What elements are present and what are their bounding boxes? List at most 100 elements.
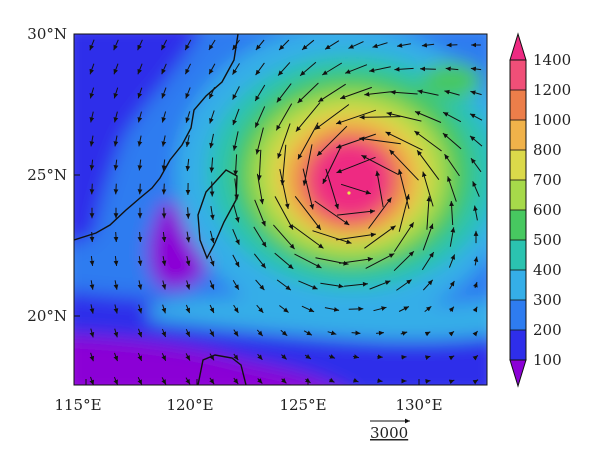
wind-vector-arrow (470, 157, 482, 173)
lat-tick-label: 25°N (27, 166, 67, 184)
wind-vector-arrow (137, 63, 143, 75)
wind-vector-arrow (294, 195, 322, 231)
wind-vector-arrow (359, 136, 401, 145)
wind-vector-arrow (233, 304, 239, 314)
wind-vector-arrow (426, 196, 432, 230)
wind-vector-arrow (255, 279, 265, 291)
wind-vector-arrow (298, 280, 318, 290)
wind-vector-arrow (448, 331, 455, 337)
colorbar-swatch (510, 150, 526, 181)
wind-vector-arrow (209, 255, 215, 267)
wind-vector-arrow (448, 355, 455, 361)
coastline-taiwan (197, 169, 238, 260)
wind-vector-arrow (161, 377, 167, 385)
wind-vector-arrow (447, 176, 457, 202)
wind-vector-arrow (348, 41, 364, 49)
wind-vector-arrow (161, 111, 167, 123)
wind-vector-arrow (472, 181, 480, 197)
wind-vector-arrow (442, 132, 462, 150)
wind-vector-arrow (324, 307, 340, 312)
wind-vector-arrow (316, 125, 348, 157)
colorbar-swatch (510, 270, 526, 301)
wind-vector-arrow (137, 135, 143, 147)
wind-vector-arrow (469, 113, 483, 121)
wind-vector-arrow (448, 254, 456, 268)
wind-vector-arrow (256, 304, 264, 314)
wind-vector-arrow (421, 251, 435, 271)
wind-vector-arrow (89, 39, 95, 51)
wind-vector-arrow (280, 144, 287, 186)
wind-vector-arrow (336, 232, 376, 241)
colorbar-tick-label: 500 (533, 231, 562, 249)
wind-vector-arrow (276, 83, 292, 103)
wind-vector-arrow (208, 86, 216, 100)
wind-vector-arrow (297, 122, 319, 160)
wind-vector-arrow (344, 64, 368, 74)
wind-vector-arrow (292, 225, 324, 249)
wind-vector-arrow (449, 280, 455, 290)
plot-frame (73, 33, 488, 386)
colorbar-tick-label: 1200 (533, 81, 571, 99)
wind-vector-arrow (417, 89, 439, 96)
wind-vector-arrow (369, 280, 391, 290)
wind-vector-arrow (209, 304, 215, 314)
wind-vector-arrow (325, 168, 339, 210)
wind-vector-arrow (277, 62, 291, 76)
colorbar-extend-bottom (509, 359, 527, 388)
colorbar-tick-label: 700 (533, 171, 562, 189)
wind-vector-arrow (161, 304, 167, 314)
wind-vector-arrow (209, 157, 215, 173)
colorbar-tick-label: 100 (533, 351, 562, 369)
wind-vector-arrow (377, 378, 383, 383)
colorbar-tick-label: 200 (533, 321, 562, 339)
wind-vector-arrow (361, 154, 399, 176)
wind-vector-arrow (137, 159, 143, 171)
wind-vector-arrow (254, 84, 266, 102)
wind-vector-arrow (185, 207, 191, 219)
wind-vector-arrow (446, 42, 458, 48)
coastline-mainland (74, 34, 239, 241)
colorbar-swatch (510, 180, 526, 211)
wind-vector-arrow (233, 154, 239, 176)
wind-vector-arrow (304, 354, 312, 360)
wind-vector-arrow (185, 280, 191, 290)
wind-vector-arrow (394, 66, 414, 72)
field-low-inner (95, 34, 170, 120)
wind-vector-arrow (113, 352, 119, 362)
wind-vector-arrow (185, 377, 191, 385)
wind-vector-arrow (185, 304, 191, 314)
wind-vector-arrow (89, 63, 95, 75)
wind-vector-arrow (161, 183, 167, 195)
wind-vector-arrow (89, 376, 95, 385)
wind-vector-arrow (137, 352, 143, 362)
wind-vector-arrow (161, 135, 167, 147)
wind-vector-arrow (232, 203, 240, 223)
wind-vector-arrow (161, 63, 167, 75)
wind-vector-arrow (414, 111, 442, 123)
wind-vector-arrow (89, 183, 95, 195)
colorbar-swatch (510, 330, 526, 361)
field-ne-band (422, 62, 482, 98)
wind-vector-arrow (422, 223, 434, 251)
wind-vector-arrow (232, 229, 240, 245)
wind-vector-arrow (470, 66, 482, 72)
colorbar-swatch (510, 300, 526, 331)
wind-vector-arrow (276, 279, 292, 291)
wind-vector-arrow (389, 149, 419, 181)
wind-vector-arrow (113, 280, 119, 290)
wind-vector-arrow (294, 253, 322, 269)
wind-vector-arrow (184, 39, 192, 51)
wind-vector-arrow (401, 354, 407, 360)
wind-vector-arrow (281, 354, 287, 360)
wind-vector-arrow (254, 106, 266, 128)
wind-vector-arrow (301, 305, 315, 313)
wind-vector-arrow (208, 39, 216, 51)
wind-vector-arrow (445, 66, 459, 72)
wind-vector-arrow (422, 279, 434, 291)
wind-vector-arrow (253, 226, 267, 248)
wind-vector-arrow (257, 149, 262, 181)
wind-vector-arrow (184, 63, 192, 75)
wind-vector-arrow (89, 280, 95, 290)
wind-vector-arrow (137, 280, 143, 290)
wind-vector-arrow (398, 306, 410, 312)
